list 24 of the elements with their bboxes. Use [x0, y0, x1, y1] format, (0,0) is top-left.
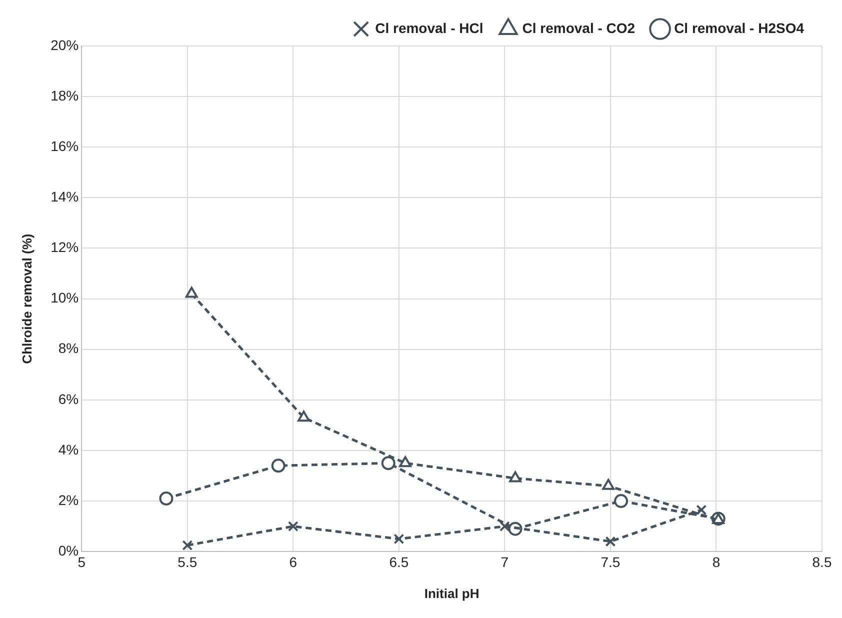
y-tick-label: 4%	[58, 441, 79, 458]
y-tick-label: 10%	[50, 290, 79, 306]
y-tick-label: 0%	[58, 542, 79, 558]
x-tick-label: 5	[78, 554, 86, 570]
y-tick-label: 2%	[58, 492, 79, 508]
legend-label: Cl removal - H2SO4	[674, 20, 804, 36]
y-tick-label: 18%	[50, 87, 79, 104]
x-tick-label: 8	[712, 554, 720, 570]
x-tick-label: 7.5	[600, 554, 620, 570]
x-tick-label: 5.5	[178, 554, 198, 570]
y-tick-label: 20%	[50, 36, 79, 53]
x-tick-label: 7	[500, 554, 509, 570]
y-tick-label: 6%	[58, 390, 79, 407]
x-axis-title: Initial pH	[424, 586, 480, 601]
x-tick-label: 6.5	[389, 554, 409, 570]
y-tick-label: 8%	[58, 340, 79, 356]
y-tick-label: 16%	[50, 138, 79, 154]
x-tick-label: 6	[289, 554, 298, 570]
legend-label: Cl removal - CO2	[522, 20, 636, 36]
x-tick-label: 8.5	[812, 554, 832, 570]
y-tick-label: 12%	[50, 239, 79, 256]
legend-label: Cl removal - HCl	[375, 20, 484, 36]
y-tick-label: 14%	[50, 188, 79, 205]
y-axis-title: Chlroide removal (%)	[19, 234, 34, 364]
